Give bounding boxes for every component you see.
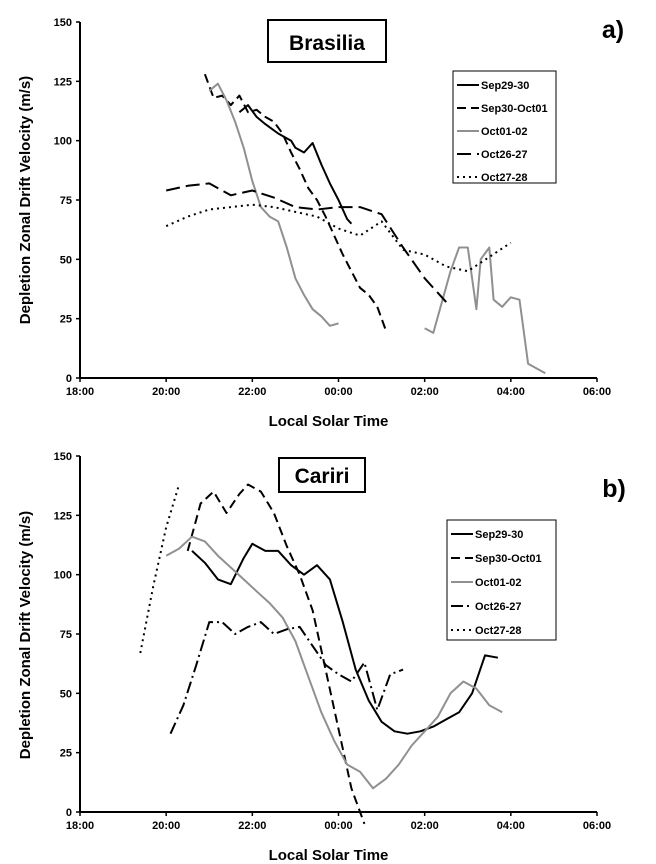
legend: Sep29-30 Sep30-Oct01 Oct01-02 Oct26-27 Oct27…	[452, 70, 557, 184]
legend-label: Oct01-02	[475, 577, 521, 589]
legend-label: Oct26-27	[475, 601, 521, 613]
chart-title-box	[267, 19, 387, 63]
x-tick-label: 06:00	[583, 820, 611, 832]
y-tick-label: 100	[54, 570, 72, 582]
panel-label: b)	[602, 475, 626, 503]
x-tick-label: 02:00	[411, 386, 439, 398]
series-line-oct26-27	[165, 182, 447, 303]
legend-label: Sep30-Oct01	[481, 103, 548, 115]
y-axis-title: Depletion Zonal Drift Velocity (m/s)	[17, 76, 34, 324]
x-tick-label: 22:00	[238, 820, 266, 832]
x-tick-label: 22:00	[238, 386, 266, 398]
y-tick-label: 50	[60, 254, 72, 266]
series-line-sep30-oct01	[186, 483, 366, 825]
series-line-sep30-oct01	[203, 73, 387, 331]
series-line-oct01-02	[208, 82, 546, 375]
y-tick-label: 25	[60, 748, 72, 760]
y-tick-label: 25	[60, 314, 72, 326]
legend-label: Sep29-30	[481, 80, 529, 92]
y-tick-label: 75	[60, 629, 72, 641]
panel-label: a)	[602, 16, 624, 44]
chart-panel-a: 0 25 50 75 100 125 150 18:00 20:00 22:00 00:00 02:0…	[17, 16, 624, 430]
y-tick-label: 0	[66, 373, 72, 385]
x-tick-label: 20:00	[152, 386, 180, 398]
legend: Sep29-30 Sep30-Oct01 Oct01-02 Oct26-27 Oct27…	[446, 519, 557, 641]
y-tick-label: 50	[60, 688, 72, 700]
legend-label: Oct27-28	[475, 625, 521, 637]
x-tick-label: 00:00	[324, 820, 352, 832]
x-tick-label: 06:00	[583, 386, 611, 398]
legend-box	[452, 70, 557, 184]
series-line-sep29-30	[191, 542, 499, 735]
y-tick-label: 75	[60, 195, 72, 207]
x-tick-label: 20:00	[152, 820, 180, 832]
legend-label: Oct26-27	[481, 149, 527, 161]
x-axis-title: Local Solar Time	[269, 847, 389, 864]
y-tick-label: 125	[54, 76, 72, 88]
legend-label: Oct27-28	[481, 172, 527, 184]
x-tick-label: 04:00	[497, 386, 525, 398]
x-tick-label: 02:00	[411, 820, 439, 832]
x-tick-label: 00:00	[324, 386, 352, 398]
series-line-oct27-28	[165, 203, 512, 273]
series-line-oct27-28	[139, 484, 181, 654]
chart-title-box	[278, 457, 366, 493]
y-tick-label: 150	[54, 451, 72, 463]
y-tick-label: 0	[66, 807, 72, 819]
legend-label: Sep30-Oct01	[475, 553, 542, 565]
y-axis-title: Depletion Zonal Drift Velocity (m/s)	[17, 511, 34, 759]
series-line-oct26-27	[169, 621, 404, 735]
series-line-oct01-02	[165, 535, 503, 790]
chart-title: Brasilia	[289, 32, 365, 55]
legend-label: Sep29-30	[475, 529, 523, 541]
chart-panel-b: 0 25 50 75 100 125 150 18:00 20:00 22:00 00:00 02:0…	[17, 451, 626, 864]
legend-box	[446, 519, 557, 641]
x-tick-label: 18:00	[66, 820, 94, 832]
legend-label: Oct01-02	[481, 126, 527, 138]
x-tick-label: 04:00	[497, 820, 525, 832]
y-tick-label: 125	[54, 510, 72, 522]
y-tick-label: 100	[54, 136, 72, 148]
chart-title: Cariri	[295, 465, 350, 488]
x-axis-title: Local Solar Time	[269, 413, 389, 430]
series-line-sep29-30	[238, 104, 353, 225]
x-tick-label: 18:00	[66, 386, 94, 398]
y-tick-label: 150	[54, 17, 72, 29]
